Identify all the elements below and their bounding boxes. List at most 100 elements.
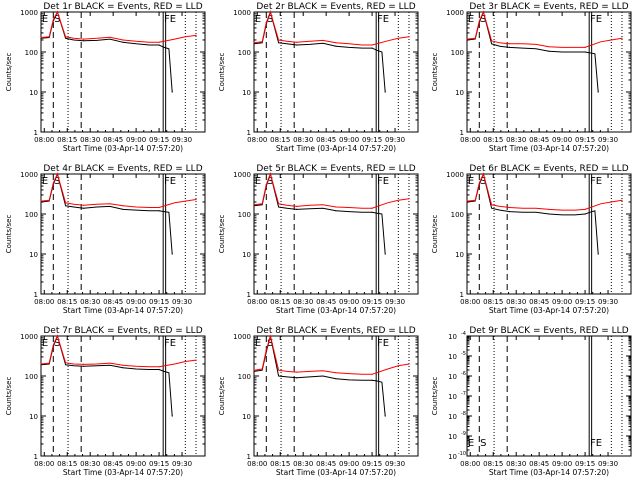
x-tick-label: 08:15 <box>57 136 77 144</box>
y-tick-exponent: -8 <box>461 411 466 417</box>
series-line-lld <box>40 334 197 368</box>
data-point <box>466 201 468 203</box>
x-tick-label: 09:00 <box>339 460 359 468</box>
y-tick-label: 1 <box>247 453 251 461</box>
y-axis-label: Counts/sec <box>431 377 439 416</box>
series-line-lld <box>253 172 410 209</box>
data-point <box>269 335 271 337</box>
marker-label-s: S <box>54 14 60 25</box>
marker-label-s: S <box>54 176 60 187</box>
y-tick-label: 1000 <box>446 171 464 179</box>
y-tick-label: 10 <box>455 251 464 259</box>
data-point <box>548 50 550 52</box>
data-point <box>253 42 255 44</box>
x-tick-label: 09:00 <box>552 136 572 144</box>
data-point <box>597 253 599 255</box>
x-axis-label: Start Time (03-Apr-14 07:57:20) <box>63 468 183 477</box>
x-tick-label: 08:00 <box>460 460 480 468</box>
data-point <box>158 206 160 209</box>
marker-label-s: S <box>480 438 486 449</box>
marker-label-e: E <box>42 14 48 25</box>
data-point <box>171 91 173 93</box>
x-tick-label: 09:15 <box>149 460 169 468</box>
marker-label-e: E <box>468 176 474 187</box>
data-point <box>466 38 468 40</box>
x-tick-label: 09:00 <box>126 298 146 306</box>
y-tick-label: 1000 <box>233 333 251 341</box>
data-point <box>466 39 468 41</box>
data-point <box>548 213 550 215</box>
plot-frame <box>253 11 419 133</box>
x-tick-label: 08:45 <box>316 298 336 306</box>
marker-label-fe: FE <box>377 14 389 25</box>
data-point <box>40 201 42 203</box>
x-tick-label: 08:00 <box>460 136 480 144</box>
data-point <box>56 335 59 337</box>
x-tick-label: 08:00 <box>460 298 480 306</box>
x-tick-label: 08:15 <box>57 298 77 306</box>
x-tick-label: 08:30 <box>80 136 100 144</box>
data-point <box>296 371 298 373</box>
x-tick-label: 09:00 <box>552 460 572 468</box>
data-point <box>509 206 511 209</box>
x-tick-label: 08:45 <box>103 136 123 144</box>
data-point <box>621 37 623 39</box>
x-tick-label: 08:30 <box>293 136 313 144</box>
x-tick-label: 09:30 <box>598 460 618 468</box>
chart-title: Det 4r BLACK = Events, RED = LLD <box>43 164 202 174</box>
y-tick-label: 10 <box>455 89 464 97</box>
series-line-lld <box>253 334 410 375</box>
y-tick-label: 1 <box>247 129 251 137</box>
data-point <box>384 253 386 255</box>
series-line-lld <box>40 172 197 208</box>
x-tick-label: 09:15 <box>362 298 382 306</box>
data-point <box>371 379 373 381</box>
plot-frame <box>466 335 632 457</box>
x-tick-label: 09:15 <box>149 136 169 144</box>
y-tick-exponent: -9 <box>461 431 466 437</box>
data-point <box>83 40 85 42</box>
data-point <box>253 369 255 371</box>
series-line-lld <box>40 10 197 43</box>
data-point <box>408 363 410 365</box>
data-point <box>335 206 337 208</box>
marker-label-fe: FE <box>377 176 389 187</box>
data-point <box>122 208 124 210</box>
plot-frame <box>253 173 419 295</box>
y-tick-label: 100 <box>25 211 38 219</box>
y-tick-label: 100 <box>451 211 464 219</box>
x-tick-label: 08:00 <box>34 298 54 306</box>
marker-label-fe: FE <box>164 338 176 349</box>
x-tick-label: 09:00 <box>552 298 572 306</box>
x-tick-label: 09:00 <box>126 460 146 468</box>
x-axis-label: Start Time (03-Apr-14 07:57:20) <box>489 306 609 315</box>
chart-title: Det 3r BLACK = Events, RED = LLD <box>469 2 628 12</box>
data-point <box>195 34 197 37</box>
data-point <box>40 363 42 365</box>
data-point <box>384 91 386 93</box>
data-point <box>408 36 410 38</box>
data-point <box>122 41 124 43</box>
x-tick-label: 09:30 <box>172 460 192 468</box>
x-tick-label: 08:15 <box>483 298 503 306</box>
x-axis-label: Start Time (03-Apr-14 07:57:20) <box>489 468 609 477</box>
y-axis-label: Counts/sec <box>218 215 226 254</box>
data-point <box>371 211 373 213</box>
marker-label-fe: FE <box>590 176 602 187</box>
data-point <box>509 46 511 49</box>
data-point <box>253 205 255 207</box>
data-point <box>482 11 484 13</box>
x-axis-label: Start Time (03-Apr-14 07:57:20) <box>276 306 396 315</box>
x-axis-label: Start Time (03-Apr-14 07:57:20) <box>276 468 396 477</box>
x-tick-label: 08:30 <box>506 460 526 468</box>
x-tick-label: 08:00 <box>247 460 267 468</box>
data-point <box>158 368 160 371</box>
y-tick-label: 10 <box>448 373 457 381</box>
data-point <box>83 204 85 206</box>
data-point <box>122 39 124 41</box>
x-tick-label: 08:45 <box>103 298 123 306</box>
x-axis-label: Start Time (03-Apr-14 07:57:20) <box>63 306 183 315</box>
x-tick-label: 09:30 <box>598 136 618 144</box>
